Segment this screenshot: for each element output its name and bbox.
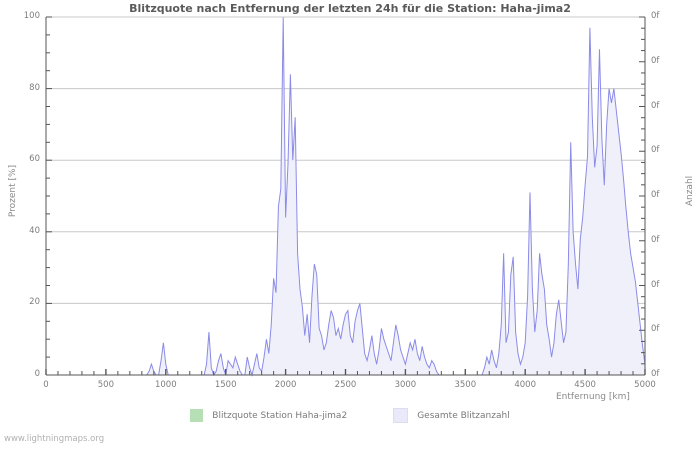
legend-swatch-total <box>393 408 409 423</box>
footer-watermark: www.lightningmaps.org <box>4 434 105 444</box>
y-axis-left-tick: 0 <box>34 369 40 379</box>
x-axis-tick: 500 <box>97 380 114 390</box>
x-axis-title: Entfernung [km] <box>556 392 630 402</box>
y-axis-left-tick: 80 <box>29 82 40 93</box>
y-axis-right-tick: 0f <box>651 369 660 379</box>
y-axis-left-tick: 60 <box>29 154 40 165</box>
y-axis-right-tick: 0f <box>651 279 660 290</box>
y-axis-left-tick: 40 <box>29 225 40 236</box>
y-axis-right-title: Anzahl <box>685 175 695 207</box>
x-axis-tick: 3500 <box>454 380 477 390</box>
x-axis-tick: 1500 <box>214 380 237 390</box>
x-axis-tick: 2000 <box>274 380 297 390</box>
y-axis-left-tick: 100 <box>23 11 40 21</box>
x-axis-tick: 3000 <box>394 380 417 390</box>
legend-label-total: Gesamte Blitzanzahl <box>417 410 510 421</box>
x-axis-tick: 4000 <box>514 380 536 390</box>
x-axis-tick: 0 <box>43 380 49 390</box>
y-axis-left-tick: 20 <box>29 297 40 308</box>
legend-item-quote: Blitzquote Station Haha-jima2 <box>190 409 347 422</box>
y-axis-left-title: Prozent [%] <box>8 164 18 218</box>
legend-item-total: Gesamte Blitzanzahl <box>393 408 510 423</box>
chart-legend: Blitzquote Station Haha-jima2 Gesamte Bl… <box>0 408 700 423</box>
x-axis-tick: 5000 <box>634 380 656 390</box>
y-axis-right-tick: 0f <box>651 100 660 111</box>
chart-title: Blitzquote nach Entfernung der letzten 2… <box>129 2 571 15</box>
y-axis-right-tick: 0f <box>651 324 660 335</box>
legend-swatch-quote <box>190 409 204 422</box>
x-axis-tick: 2500 <box>334 380 357 390</box>
y-axis-right-tick: 0f <box>651 145 660 156</box>
legend-label-quote: Blitzquote Station Haha-jima2 <box>212 410 348 421</box>
y-axis-right-tick: 0f <box>651 55 660 66</box>
x-axis-tick: 1000 <box>154 380 177 390</box>
y-axis-right-tick: 0f <box>651 234 660 245</box>
y-axis-right-tick: 0f <box>651 11 660 21</box>
x-axis-tick: 4500 <box>574 380 596 390</box>
y-axis-right-tick: 0f <box>651 190 660 200</box>
